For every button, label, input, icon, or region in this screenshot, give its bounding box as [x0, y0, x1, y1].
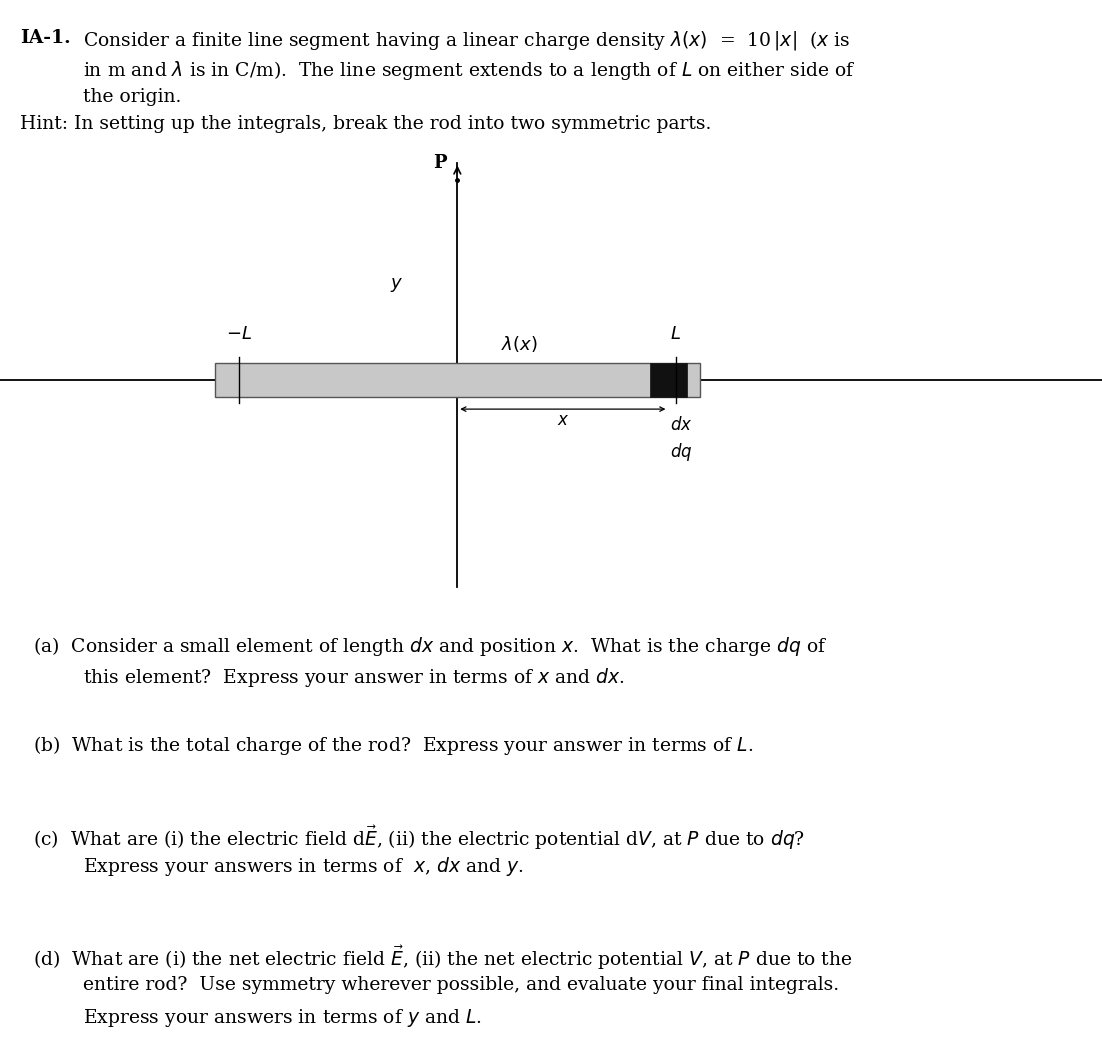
Text: $dx$: $dx$	[670, 416, 693, 434]
Text: IA-1.: IA-1.	[20, 29, 71, 47]
Text: entire rod?  Use symmetry wherever possible, and evaluate your final integrals.: entire rod? Use symmetry wherever possib…	[83, 976, 839, 993]
Text: this element?  Express your answer in terms of $x$ and $dx$.: this element? Express your answer in ter…	[83, 666, 625, 689]
Bar	[215, 363, 700, 397]
Text: the origin.: the origin.	[83, 88, 181, 106]
Text: Consider a finite line segment having a linear charge density $\lambda(x)$  =  1: Consider a finite line segment having a …	[83, 29, 850, 52]
Text: (d)  What are (i) the net electric field $\vec{E}$, (ii) the net electric potent: (d) What are (i) the net electric field …	[33, 944, 853, 972]
Bar	[650, 363, 687, 397]
Text: $y$: $y$	[390, 276, 403, 295]
Text: $\lambda(x)$: $\lambda(x)$	[501, 334, 538, 354]
Text: Express your answers in terms of  $x$, $dx$ and $y$.: Express your answers in terms of $x$, $d…	[83, 855, 523, 878]
Text: in m and $\lambda$ is in C/m).  The line segment extends to a length of $L$ on e: in m and $\lambda$ is in C/m). The line …	[83, 59, 855, 82]
Text: $dq$: $dq$	[670, 441, 693, 463]
Text: $L$: $L$	[670, 325, 681, 343]
Text: (a)  Consider a small element of length $dx$ and position $x$.  What is the char: (a) Consider a small element of length $…	[33, 635, 828, 658]
Text: $x$: $x$	[557, 412, 569, 429]
Text: (b)  What is the total charge of the rod?  Express your answer in terms of $L$.: (b) What is the total charge of the rod?…	[33, 734, 754, 757]
Text: P: P	[433, 154, 446, 172]
Text: $-L$: $-L$	[226, 325, 252, 343]
Text: (c)  What are (i) the electric field d$\vec{E}$, (ii) the electric potential d$V: (c) What are (i) the electric field d$\v…	[33, 823, 806, 852]
Text: Express your answers in terms of $y$ and $L$.: Express your answers in terms of $y$ and…	[83, 1007, 482, 1029]
Text: Hint: In setting up the integrals, break the rod into two symmetric parts.: Hint: In setting up the integrals, break…	[20, 115, 711, 133]
